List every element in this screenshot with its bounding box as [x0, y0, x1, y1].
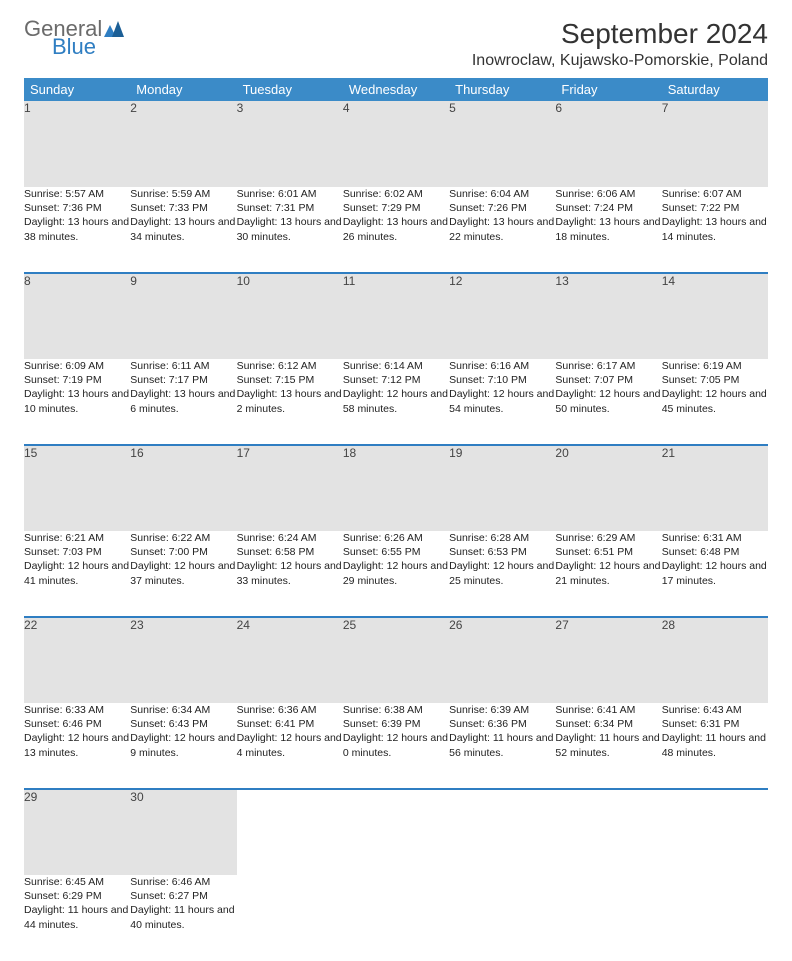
day-detail-cell: Sunrise: 6:12 AMSunset: 7:15 PMDaylight:… — [237, 359, 343, 445]
day-number-cell: 15 — [24, 445, 130, 531]
day-detail-cell: Sunrise: 6:39 AMSunset: 6:36 PMDaylight:… — [449, 703, 555, 789]
day-number-cell — [343, 789, 449, 875]
day-detail-row: Sunrise: 6:45 AMSunset: 6:29 PMDaylight:… — [24, 875, 768, 961]
day-detail-row: Sunrise: 6:33 AMSunset: 6:46 PMDaylight:… — [24, 703, 768, 789]
day-detail-cell: Sunrise: 6:43 AMSunset: 6:31 PMDaylight:… — [662, 703, 768, 789]
day-number-row: 22232425262728 — [24, 617, 768, 703]
day-detail-cell — [343, 875, 449, 961]
day-number-cell: 14 — [662, 273, 768, 359]
day-detail-cell: Sunrise: 6:33 AMSunset: 6:46 PMDaylight:… — [24, 703, 130, 789]
day-number-cell: 6 — [555, 101, 661, 187]
day-detail-cell: Sunrise: 6:17 AMSunset: 7:07 PMDaylight:… — [555, 359, 661, 445]
day-detail-cell: Sunrise: 6:22 AMSunset: 7:00 PMDaylight:… — [130, 531, 236, 617]
day-number-cell — [555, 789, 661, 875]
calendar-table: SundayMondayTuesdayWednesdayThursdayFrid… — [24, 78, 768, 961]
day-number-cell: 25 — [343, 617, 449, 703]
day-number-cell: 4 — [343, 101, 449, 187]
day-number-cell: 17 — [237, 445, 343, 531]
day-detail-cell — [449, 875, 555, 961]
day-number-cell: 1 — [24, 101, 130, 187]
day-detail-cell: Sunrise: 6:19 AMSunset: 7:05 PMDaylight:… — [662, 359, 768, 445]
day-detail-row: Sunrise: 6:21 AMSunset: 7:03 PMDaylight:… — [24, 531, 768, 617]
day-detail-cell: Sunrise: 6:16 AMSunset: 7:10 PMDaylight:… — [449, 359, 555, 445]
day-number-cell: 3 — [237, 101, 343, 187]
day-number-cell: 11 — [343, 273, 449, 359]
day-detail-cell: Sunrise: 6:31 AMSunset: 6:48 PMDaylight:… — [662, 531, 768, 617]
day-number-cell: 7 — [662, 101, 768, 187]
day-detail-cell: Sunrise: 6:04 AMSunset: 7:26 PMDaylight:… — [449, 187, 555, 273]
day-number-cell: 19 — [449, 445, 555, 531]
day-number-cell: 22 — [24, 617, 130, 703]
day-detail-row: Sunrise: 5:57 AMSunset: 7:36 PMDaylight:… — [24, 187, 768, 273]
day-number-cell: 29 — [24, 789, 130, 875]
day-number-cell: 12 — [449, 273, 555, 359]
day-number-cell: 30 — [130, 789, 236, 875]
day-number-cell: 21 — [662, 445, 768, 531]
weekday-header: Monday — [130, 78, 236, 101]
day-detail-cell: Sunrise: 6:34 AMSunset: 6:43 PMDaylight:… — [130, 703, 236, 789]
day-detail-cell — [555, 875, 661, 961]
day-number-cell: 13 — [555, 273, 661, 359]
day-detail-cell — [662, 875, 768, 961]
day-detail-cell: Sunrise: 6:14 AMSunset: 7:12 PMDaylight:… — [343, 359, 449, 445]
day-number-cell: 5 — [449, 101, 555, 187]
day-detail-cell — [237, 875, 343, 961]
header: General Blue September 2024 Inowroclaw, … — [24, 18, 768, 70]
day-number-cell: 20 — [555, 445, 661, 531]
logo: General Blue — [24, 18, 124, 58]
day-detail-cell: Sunrise: 5:57 AMSunset: 7:36 PMDaylight:… — [24, 187, 130, 273]
day-number-row: 15161718192021 — [24, 445, 768, 531]
day-detail-cell: Sunrise: 6:26 AMSunset: 6:55 PMDaylight:… — [343, 531, 449, 617]
day-detail-cell: Sunrise: 6:46 AMSunset: 6:27 PMDaylight:… — [130, 875, 236, 961]
day-number-cell: 8 — [24, 273, 130, 359]
day-detail-cell: Sunrise: 6:09 AMSunset: 7:19 PMDaylight:… — [24, 359, 130, 445]
day-number-cell: 16 — [130, 445, 236, 531]
day-detail-cell: Sunrise: 6:06 AMSunset: 7:24 PMDaylight:… — [555, 187, 661, 273]
day-number-row: 2930 — [24, 789, 768, 875]
day-number-cell — [662, 789, 768, 875]
day-detail-cell: Sunrise: 6:41 AMSunset: 6:34 PMDaylight:… — [555, 703, 661, 789]
day-number-cell: 27 — [555, 617, 661, 703]
day-detail-cell: Sunrise: 6:24 AMSunset: 6:58 PMDaylight:… — [237, 531, 343, 617]
day-detail-cell: Sunrise: 6:45 AMSunset: 6:29 PMDaylight:… — [24, 875, 130, 961]
location-subtitle: Inowroclaw, Kujawsko-Pomorskie, Poland — [472, 52, 768, 70]
day-detail-cell: Sunrise: 6:36 AMSunset: 6:41 PMDaylight:… — [237, 703, 343, 789]
day-detail-cell: Sunrise: 5:59 AMSunset: 7:33 PMDaylight:… — [130, 187, 236, 273]
day-number-cell — [237, 789, 343, 875]
day-detail-cell: Sunrise: 6:28 AMSunset: 6:53 PMDaylight:… — [449, 531, 555, 617]
day-number-cell: 28 — [662, 617, 768, 703]
day-number-cell: 23 — [130, 617, 236, 703]
day-number-cell: 9 — [130, 273, 236, 359]
weekday-header-row: SundayMondayTuesdayWednesdayThursdayFrid… — [24, 78, 768, 101]
day-number-cell: 2 — [130, 101, 236, 187]
weekday-header: Tuesday — [237, 78, 343, 101]
day-number-cell: 24 — [237, 617, 343, 703]
weekday-header: Wednesday — [343, 78, 449, 101]
weekday-header: Saturday — [662, 78, 768, 101]
day-detail-cell: Sunrise: 6:01 AMSunset: 7:31 PMDaylight:… — [237, 187, 343, 273]
weekday-header: Thursday — [449, 78, 555, 101]
day-detail-cell: Sunrise: 6:07 AMSunset: 7:22 PMDaylight:… — [662, 187, 768, 273]
logo-text-blue: Blue — [52, 36, 124, 58]
day-number-cell: 26 — [449, 617, 555, 703]
day-number-cell: 18 — [343, 445, 449, 531]
day-number-row: 1234567 — [24, 101, 768, 187]
day-number-cell: 10 — [237, 273, 343, 359]
day-detail-cell: Sunrise: 6:02 AMSunset: 7:29 PMDaylight:… — [343, 187, 449, 273]
page-title: September 2024 — [472, 18, 768, 50]
day-detail-cell: Sunrise: 6:29 AMSunset: 6:51 PMDaylight:… — [555, 531, 661, 617]
day-detail-row: Sunrise: 6:09 AMSunset: 7:19 PMDaylight:… — [24, 359, 768, 445]
day-detail-cell: Sunrise: 6:21 AMSunset: 7:03 PMDaylight:… — [24, 531, 130, 617]
day-detail-cell: Sunrise: 6:11 AMSunset: 7:17 PMDaylight:… — [130, 359, 236, 445]
weekday-header: Sunday — [24, 78, 130, 101]
day-number-cell — [449, 789, 555, 875]
weekday-header: Friday — [555, 78, 661, 101]
day-number-row: 891011121314 — [24, 273, 768, 359]
logo-mark-icon — [104, 21, 124, 37]
day-detail-cell: Sunrise: 6:38 AMSunset: 6:39 PMDaylight:… — [343, 703, 449, 789]
